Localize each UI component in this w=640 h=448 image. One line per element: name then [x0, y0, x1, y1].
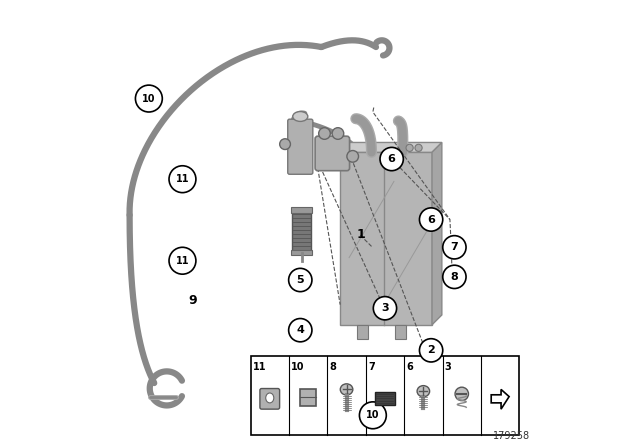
- Circle shape: [360, 402, 387, 429]
- FancyBboxPatch shape: [300, 389, 316, 406]
- Circle shape: [289, 268, 312, 292]
- FancyBboxPatch shape: [315, 136, 349, 171]
- Bar: [291, 250, 312, 255]
- Circle shape: [169, 166, 196, 193]
- Text: 7: 7: [368, 362, 375, 371]
- Text: 6: 6: [388, 154, 396, 164]
- Circle shape: [319, 128, 330, 139]
- Ellipse shape: [292, 112, 308, 121]
- Text: 11: 11: [253, 362, 266, 371]
- Text: 8: 8: [451, 272, 458, 282]
- Text: 179258: 179258: [493, 431, 531, 441]
- Polygon shape: [432, 142, 442, 325]
- Text: 4: 4: [296, 325, 304, 335]
- FancyBboxPatch shape: [260, 388, 280, 409]
- Circle shape: [406, 144, 413, 151]
- Ellipse shape: [266, 393, 274, 403]
- Bar: [292, 211, 311, 253]
- Circle shape: [347, 151, 358, 162]
- Ellipse shape: [340, 384, 353, 395]
- Bar: [291, 207, 312, 213]
- Text: 2: 2: [428, 345, 435, 355]
- Circle shape: [373, 297, 397, 320]
- Circle shape: [419, 208, 443, 231]
- Bar: [375, 392, 395, 405]
- Text: 7: 7: [451, 242, 458, 252]
- Bar: [356, 325, 369, 339]
- Text: 3: 3: [445, 362, 452, 371]
- Circle shape: [332, 128, 344, 139]
- FancyBboxPatch shape: [288, 119, 313, 174]
- Text: 6: 6: [406, 362, 413, 371]
- Text: 11: 11: [176, 256, 189, 266]
- Text: 9: 9: [188, 293, 196, 307]
- Bar: [340, 152, 432, 325]
- Text: 10: 10: [142, 94, 156, 103]
- Circle shape: [380, 147, 403, 171]
- Ellipse shape: [417, 386, 429, 397]
- Bar: [251, 356, 520, 435]
- Circle shape: [289, 319, 312, 342]
- Ellipse shape: [455, 387, 468, 401]
- Bar: [395, 325, 406, 339]
- Circle shape: [136, 85, 163, 112]
- Text: 3: 3: [381, 303, 388, 313]
- Text: 1: 1: [357, 228, 365, 241]
- Text: 10: 10: [291, 362, 305, 371]
- Polygon shape: [492, 389, 509, 409]
- Circle shape: [443, 236, 466, 259]
- Circle shape: [415, 144, 422, 151]
- Polygon shape: [340, 142, 442, 152]
- Circle shape: [280, 139, 291, 150]
- Circle shape: [419, 339, 443, 362]
- Circle shape: [443, 265, 466, 289]
- Text: 8: 8: [330, 362, 337, 371]
- Text: 5: 5: [296, 275, 304, 285]
- Text: 10: 10: [366, 410, 380, 420]
- Text: 6: 6: [427, 215, 435, 224]
- Text: 11: 11: [176, 174, 189, 184]
- Circle shape: [169, 247, 196, 274]
